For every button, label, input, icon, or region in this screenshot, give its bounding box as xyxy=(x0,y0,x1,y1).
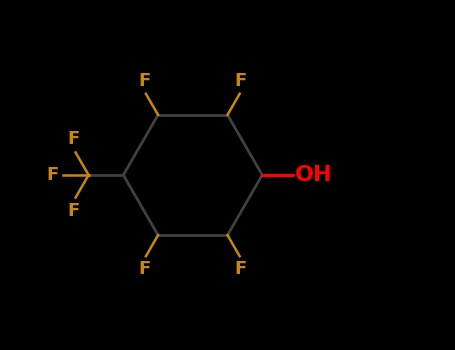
Text: F: F xyxy=(68,130,80,148)
Text: F: F xyxy=(235,260,247,278)
Text: F: F xyxy=(235,72,247,90)
Text: F: F xyxy=(139,72,151,90)
Text: F: F xyxy=(68,202,80,220)
Text: OH: OH xyxy=(295,165,333,185)
Text: F: F xyxy=(139,260,151,278)
Text: F: F xyxy=(46,166,58,184)
